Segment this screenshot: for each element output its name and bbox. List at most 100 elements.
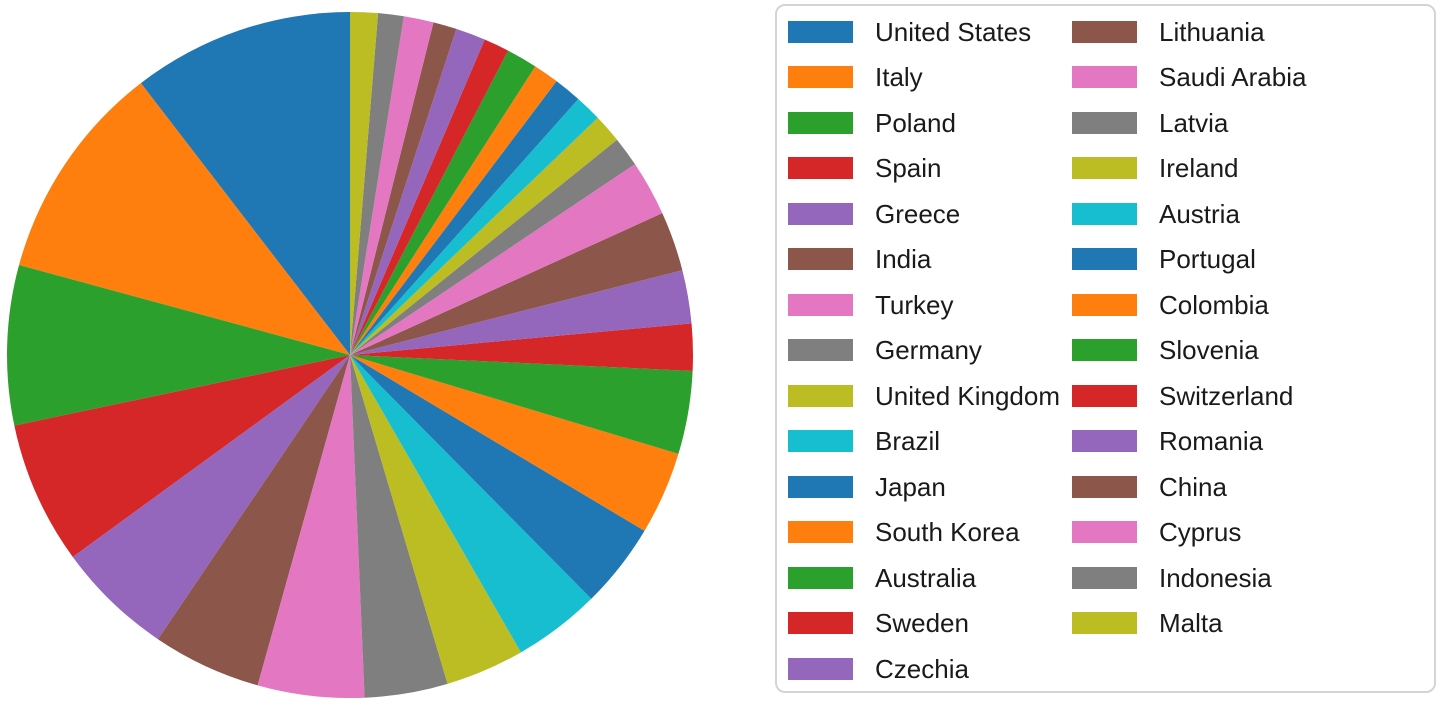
pie-slice-portugal bbox=[350, 81, 579, 356]
legend-swatch-slovenia bbox=[1072, 339, 1137, 362]
legend-label: Cyprus bbox=[1159, 517, 1242, 548]
legend-swatch-romania bbox=[1072, 430, 1137, 453]
pie-slice-united-states bbox=[140, 12, 350, 355]
pie-slice-sweden bbox=[350, 323, 693, 371]
legend-column-1: United States Italy Poland Spain Greece India… bbox=[788, 9, 1072, 692]
pie-slice-indonesia bbox=[350, 13, 404, 356]
pie-slice-australia bbox=[350, 355, 693, 454]
legend-item-cyprus: Cyprus bbox=[1072, 510, 1434, 556]
legend-label: Czechia bbox=[875, 653, 969, 684]
pie-slice-colombia bbox=[350, 66, 557, 355]
pie-slice-greece bbox=[72, 355, 350, 640]
pie-slice-turkey bbox=[257, 355, 365, 698]
legend-swatch-italy bbox=[788, 66, 853, 89]
legend-label: Saudi Arabia bbox=[1159, 62, 1307, 93]
legend-label: United Kingdom bbox=[875, 380, 1060, 411]
legend-item-indonesia: Indonesia bbox=[1072, 555, 1434, 601]
legend-item-greece: Greece bbox=[788, 191, 1072, 237]
legend-swatch-south-korea bbox=[788, 521, 853, 544]
pie-slice-ireland bbox=[350, 117, 618, 355]
pie-slice-brazil bbox=[350, 355, 592, 653]
pie-slice-saudi-arabia bbox=[350, 164, 663, 355]
legend-item-czechia: Czechia bbox=[788, 646, 1072, 692]
legend-label: United States bbox=[875, 16, 1032, 47]
legend-item-italy: Italy bbox=[788, 55, 1072, 101]
pie-slice-south-korea bbox=[350, 355, 679, 531]
pie-slice-malta bbox=[350, 11, 379, 355]
legend-label: Sweden bbox=[875, 608, 969, 639]
legend-label: Latvia bbox=[1159, 107, 1229, 138]
pie-slice-poland bbox=[6, 264, 351, 426]
legend-label: Greece bbox=[875, 198, 961, 229]
legend-label: Switzerland bbox=[1159, 380, 1294, 411]
legend-item-malta: Malta bbox=[1072, 601, 1434, 647]
legend-swatch-turkey bbox=[788, 293, 853, 316]
legend-label: Colombia bbox=[1159, 289, 1269, 320]
legend-swatch-saudi-arabia bbox=[1072, 66, 1137, 89]
legend-item-sweden: Sweden bbox=[788, 601, 1072, 647]
legend-label: Romania bbox=[1159, 426, 1264, 457]
legend-swatch-india bbox=[788, 248, 853, 271]
legend-swatch-china bbox=[1072, 475, 1137, 498]
legend-column-2: Lithuania Saudi Arabia Latvia Ireland Austri… bbox=[1072, 9, 1434, 646]
legend-swatch-united-states bbox=[788, 20, 853, 43]
legend-label: Malta bbox=[1159, 608, 1223, 639]
pie-slice-spain bbox=[14, 355, 351, 557]
legend-label: Spain bbox=[875, 153, 942, 184]
legend-swatch-sweden bbox=[788, 612, 853, 635]
pie-slice-slovenia bbox=[350, 50, 536, 355]
legend-swatch-spain bbox=[788, 157, 853, 180]
legend-label: Italy bbox=[875, 62, 923, 93]
pie-slice-austria bbox=[350, 99, 598, 355]
legend-item-lithuania: Lithuania bbox=[1072, 9, 1434, 55]
legend-label: Slovenia bbox=[1159, 335, 1259, 366]
legend-item-latvia: Latvia bbox=[1072, 100, 1434, 146]
legend-item-romania: Romania bbox=[1072, 419, 1434, 465]
legend-swatch-switzerland bbox=[1072, 384, 1137, 407]
legend-swatch-poland bbox=[788, 111, 853, 134]
legend-swatch-united-kingdom bbox=[788, 384, 853, 407]
pie-slice-lithuania bbox=[350, 213, 683, 355]
legend-label: Lithuania bbox=[1159, 16, 1265, 47]
legend-item-saudi-arabia: Saudi Arabia bbox=[1072, 55, 1434, 101]
legend-item-united-kingdom: United Kingdom bbox=[788, 373, 1072, 419]
pie-slice-japan bbox=[350, 355, 645, 599]
legend-label: Poland bbox=[875, 107, 956, 138]
legend-item-ireland: Ireland bbox=[1072, 146, 1434, 192]
legend-label: China bbox=[1159, 471, 1227, 502]
legend-item-portugal: Portugal bbox=[1072, 237, 1434, 283]
legend-swatch-brazil bbox=[788, 430, 853, 453]
legend-item-china: China bbox=[1072, 464, 1434, 510]
legend-swatch-cyprus bbox=[1072, 521, 1137, 544]
pie-slice-china bbox=[350, 22, 457, 355]
legend-swatch-czechia bbox=[788, 657, 853, 680]
legend-item-japan: Japan bbox=[788, 464, 1072, 510]
pie-slice-germany bbox=[350, 355, 448, 698]
legend-label: India bbox=[875, 244, 932, 275]
pie-chart bbox=[6, 11, 693, 698]
legend-swatch-austria bbox=[1072, 202, 1137, 225]
legend-item-switzerland: Switzerland bbox=[1072, 373, 1434, 419]
legend-swatch-ireland bbox=[1072, 157, 1137, 180]
legend-swatch-germany bbox=[788, 339, 853, 362]
pie-slice-switzerland bbox=[350, 39, 509, 356]
legend-item-united-states: United States bbox=[788, 9, 1072, 55]
legend-label: South Korea bbox=[875, 517, 1020, 548]
legend-item-austria: Austria bbox=[1072, 191, 1434, 237]
legend-swatch-japan bbox=[788, 475, 853, 498]
legend: United States Italy Poland Spain Greece India… bbox=[775, 4, 1436, 693]
legend-item-south-korea: South Korea bbox=[788, 510, 1072, 556]
legend-item-spain: Spain bbox=[788, 146, 1072, 192]
pie-slice-cyprus bbox=[350, 16, 434, 355]
legend-swatch-australia bbox=[788, 566, 853, 589]
legend-swatch-malta bbox=[1072, 612, 1137, 635]
legend-swatch-greece bbox=[788, 202, 853, 225]
legend-label: Turkey bbox=[875, 289, 954, 320]
pie-slice-romania bbox=[350, 28, 485, 356]
legend-swatch-lithuania bbox=[1072, 20, 1137, 43]
legend-item-germany: Germany bbox=[788, 328, 1072, 374]
pie-slice-czechia bbox=[350, 270, 692, 355]
legend-label: Portugal bbox=[1159, 244, 1256, 275]
legend-label: Austria bbox=[1159, 198, 1240, 229]
